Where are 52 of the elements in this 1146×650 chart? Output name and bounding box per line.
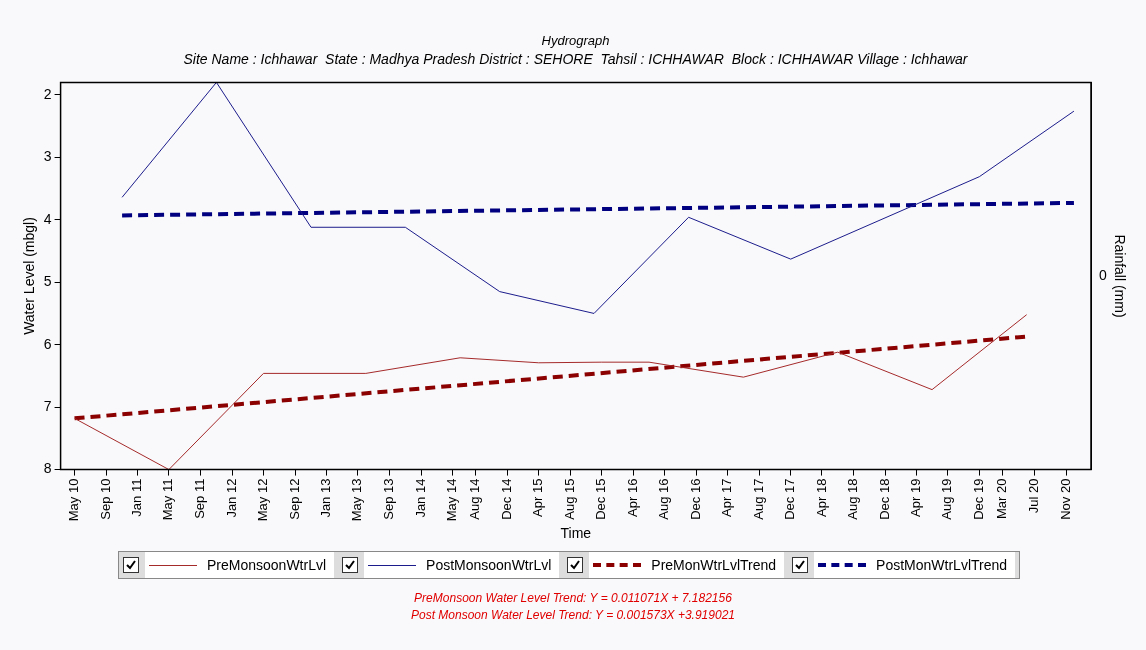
y-axis-title: Water Level (mbgl) xyxy=(21,217,38,335)
x-tick-label: Apr 15 xyxy=(530,478,546,517)
x-tick-label: Jul 20 xyxy=(1025,478,1041,514)
y2-axis-title: Rainfall (mm) xyxy=(1111,234,1128,318)
x-tick-label: Apr 17 xyxy=(719,478,735,517)
y-tick-label: 6 xyxy=(43,335,52,352)
legend-label: PreMonsoonWtrLvl xyxy=(203,555,331,575)
x-tick-label: Aug 16 xyxy=(656,478,672,520)
chart-subtitle: Site Name : Ichhawar State : Madhya Pradesh District : SEHORE Tahsil : ICHHAWAR Block : ICHHAWAR Village : Ichhawar xyxy=(183,50,969,67)
x-tick-label: Sep 12 xyxy=(286,478,302,520)
x-tick-label: Aug 19 xyxy=(939,478,955,520)
y-tick-label: 8 xyxy=(43,460,52,477)
legend-label: PostMonWtrLvlTrend xyxy=(872,555,1012,575)
x-tick-label: Sep 11 xyxy=(192,478,208,519)
legend-label: PreMonWtrLvlTrend xyxy=(647,555,781,575)
x-tick-label: Dec 16 xyxy=(687,478,703,520)
text: 0 xyxy=(1099,266,1107,283)
x-tick-label: Apr 18 xyxy=(813,478,829,517)
y-tick-label: 2 xyxy=(43,85,52,102)
x-tick-label: Aug 14 xyxy=(467,478,483,520)
x-axis-title: Time xyxy=(560,525,592,542)
text: Post Monsoon Water Level Trend: Y = 0.001573X +3.919021 xyxy=(410,607,736,624)
x-tick-label: Jan 13 xyxy=(318,478,334,518)
y-tick-label: 7 xyxy=(43,397,52,414)
y-tick-label: 3 xyxy=(43,148,52,165)
x-tick-label: Dec 19 xyxy=(970,478,986,520)
x-tick-label: Sep 13 xyxy=(381,478,397,520)
x-tick-label: Jan 12 xyxy=(223,478,239,518)
x-tick-label: Dec 17 xyxy=(782,478,798,520)
x-tick-label: May 14 xyxy=(443,478,459,522)
x-tick-label: Mar 20 xyxy=(994,478,1010,520)
x-tick-label: May 10 xyxy=(66,478,82,522)
x-tick-label: Dec 14 xyxy=(499,478,515,520)
x-tick-label: May 12 xyxy=(255,478,271,522)
x-tick-label: Apr 16 xyxy=(624,478,640,517)
chart-title: Hydrograph xyxy=(541,33,610,49)
x-tick-label: May 11 xyxy=(160,478,176,521)
text: PreMonsoon Water Level Trend: Y = 0.011071X + 7.182156 xyxy=(413,590,733,607)
y-tick-label: 4 xyxy=(43,210,52,227)
legend-label: PostMonsoonWtrLvl xyxy=(422,555,556,575)
x-tick-label: Nov 20 xyxy=(1057,478,1073,520)
x-tick-label: Aug 18 xyxy=(845,478,861,520)
x-tick-label: Sep 10 xyxy=(97,478,113,520)
x-tick-label: Aug 15 xyxy=(561,478,577,520)
x-tick-label: Aug 17 xyxy=(750,478,766,520)
x-tick-label: Jan 14 xyxy=(412,478,428,518)
x-tick-label: Apr 19 xyxy=(907,478,923,517)
y-tick-label: 5 xyxy=(43,273,52,290)
x-tick-label: Jan 11 xyxy=(129,478,145,517)
x-tick-label: May 13 xyxy=(349,478,365,522)
x-tick-label: Dec 18 xyxy=(876,478,892,520)
x-tick-label: Dec 15 xyxy=(593,478,609,520)
